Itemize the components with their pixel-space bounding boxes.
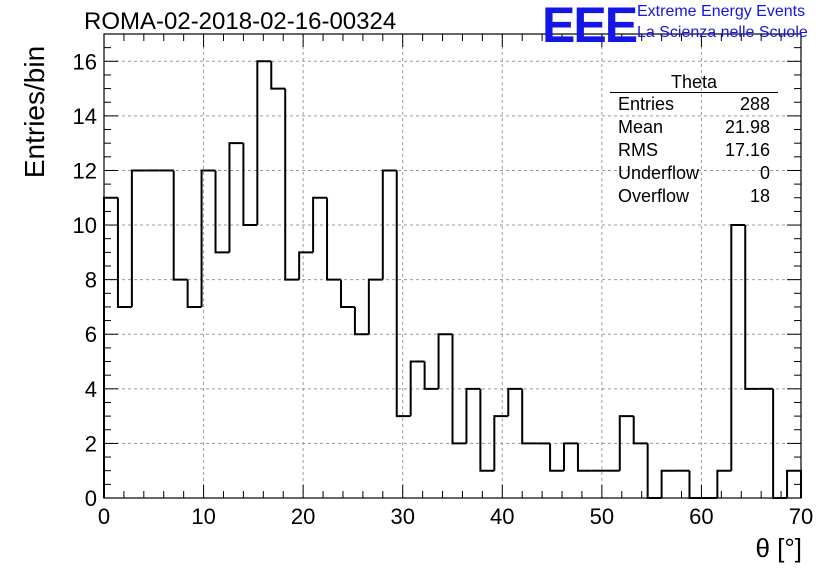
x-tick-label: 60: [689, 504, 713, 529]
stats-label: RMS: [618, 140, 658, 160]
histogram-bin: [326, 197, 341, 281]
histogram-bin: [521, 388, 537, 445]
y-tick-label: 8: [85, 268, 97, 293]
histogram-bin: [116, 197, 132, 308]
histogram-bin: [479, 388, 495, 472]
y-tick-label: 4: [85, 377, 97, 402]
x-tick-label: 30: [390, 504, 414, 529]
stats-value: 17.16: [724, 140, 770, 160]
stats-row-rms: RMS 17.16: [610, 139, 778, 162]
histogram-bin: [786, 469, 802, 498]
stats-value: 18: [749, 186, 770, 206]
histogram-bin: [339, 279, 355, 308]
stats-label: Overflow: [618, 186, 690, 206]
chart-title: ROMA-02-2018-02-16-00324: [84, 8, 397, 35]
histogram-bin: [256, 60, 272, 226]
histogram-bin: [772, 388, 788, 499]
histogram-bin: [744, 225, 760, 390]
y-tick-label: 2: [85, 431, 97, 456]
x-axis-label: θ [°]: [755, 533, 802, 563]
histogram-bin: [563, 442, 578, 471]
stats-value: 21.98: [724, 117, 770, 137]
stats-row-mean: Mean 21.98: [610, 116, 778, 139]
y-tick-label: 14: [73, 104, 97, 129]
histogram-bin: [618, 415, 634, 471]
histogram-bin: [284, 88, 300, 281]
stats-row-entries: Entries 288: [610, 93, 778, 116]
histogram-bin: [660, 469, 676, 498]
histogram-bin: [130, 169, 146, 307]
eee-logo: EEE: [542, 0, 638, 53]
y-tick-label: 6: [85, 322, 97, 347]
y-tick-label: 16: [73, 49, 97, 74]
histogram-bin: [423, 361, 439, 390]
histogram-bin: [507, 387, 523, 417]
histogram-bin: [298, 251, 314, 280]
histogram-bin: [270, 61, 286, 90]
histogram-bin: [409, 360, 425, 417]
y-tick-label: 0: [85, 486, 97, 511]
x-tick-label: 10: [191, 504, 215, 529]
histogram-bin: [200, 169, 216, 307]
histogram-bin: [312, 196, 328, 253]
stats-box: Theta Entries 288 Mean 21.98 RMS 17.16 U…: [610, 72, 778, 208]
x-tick-label: 20: [291, 504, 315, 529]
stats-label: Entries: [618, 94, 675, 114]
histogram-bin: [646, 443, 662, 499]
histogram-bin: [172, 170, 188, 281]
stats-value: 0: [759, 163, 770, 183]
histogram-bin: [186, 279, 202, 308]
y-axis-label: Entries/bin: [19, 45, 50, 179]
histogram-bin: [688, 470, 704, 499]
histogram-bin: [228, 142, 244, 253]
stats-value: 288: [739, 94, 770, 114]
histogram-bin: [214, 170, 230, 254]
stats-label: Underflow: [618, 163, 700, 183]
histogram-bin: [493, 415, 509, 471]
y-tick-label: 10: [73, 213, 97, 238]
x-tick-label: 40: [490, 504, 514, 529]
logo-line-1: Extreme Energy Events: [637, 3, 806, 20]
histogram-bin: [465, 387, 481, 444]
histogram-bin: [395, 170, 411, 418]
x-tick-label: 50: [590, 504, 614, 529]
stats-label: Mean: [618, 117, 664, 137]
stats-box-title: Theta: [610, 72, 778, 93]
histogram-bin: [381, 169, 397, 280]
histogram-bin: [576, 443, 592, 472]
histogram-bin: [353, 306, 369, 336]
y-tick-label: 12: [73, 158, 97, 183]
histogram-bin: [632, 416, 648, 445]
stats-row-overflow: Overflow 18: [610, 185, 778, 208]
histogram-bin: [367, 278, 383, 335]
histogram-bin: [242, 143, 258, 227]
histogram-bin: [716, 469, 732, 498]
x-tick-label: 70: [789, 504, 813, 529]
histogram-bin: [730, 224, 746, 471]
histogram-bin: [103, 196, 118, 498]
histogram-bin: [437, 333, 453, 389]
logo-line-2: La Scienza nelle Scuole: [637, 24, 808, 41]
x-tick-label: 0: [98, 504, 110, 529]
histogram-bin: [549, 443, 565, 472]
stats-row-underflow: Underflow 0: [610, 162, 778, 185]
histogram-bin: [451, 334, 467, 445]
